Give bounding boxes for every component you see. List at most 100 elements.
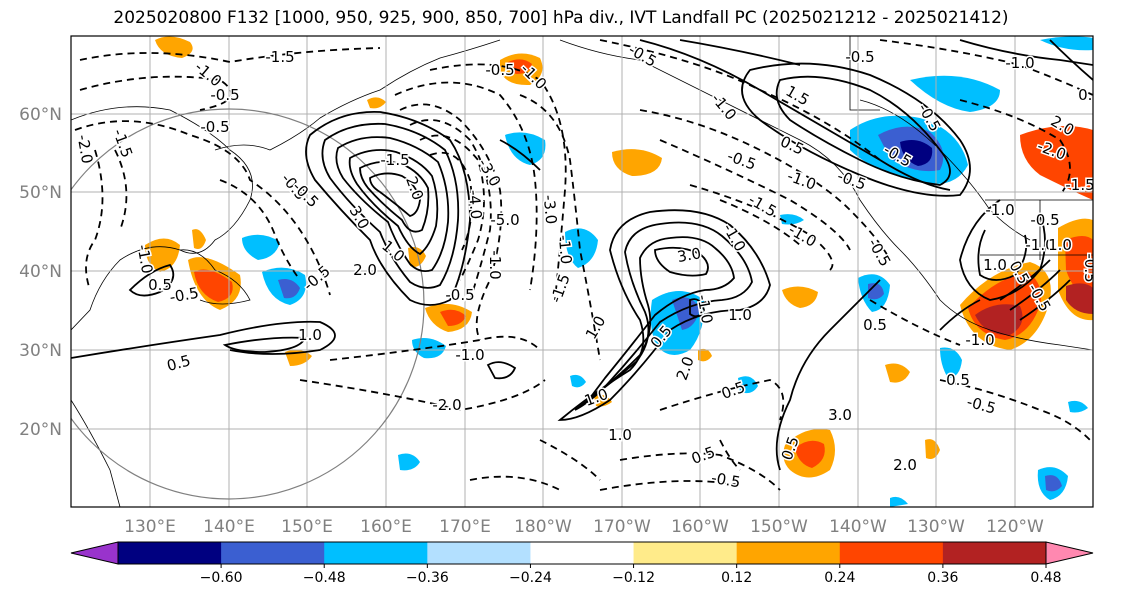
shade-blob: [398, 453, 420, 471]
contour-pos: [321, 122, 460, 289]
lon-label: 140°W: [829, 517, 887, 537]
shade-blob: [507, 59, 532, 74]
contour-label: 3.0: [828, 406, 852, 424]
contour-pos: [679, 39, 801, 66]
contour-label: -1.0: [555, 234, 575, 265]
contour-label: 1.0: [728, 306, 752, 324]
contour-pos: [589, 236, 735, 399]
contour-neg: [599, 480, 741, 491]
shade-blob: [612, 149, 662, 176]
contour-label: 2.0: [893, 456, 917, 474]
contour-pos: [939, 299, 981, 331]
contour-label: 3.0: [676, 244, 703, 266]
lon-label: 170°W: [593, 517, 651, 537]
contour-neg: [659, 379, 785, 421]
contour-label: 0.5: [148, 276, 172, 294]
lon-label: 160°E: [360, 517, 412, 537]
shade-blob: [975, 304, 1023, 336]
lat-axis-labels: 60°N 50°N 40°N 30°N 20°N: [19, 105, 62, 440]
shade-blob: [1040, 36, 1093, 51]
shade-blob: [795, 440, 825, 468]
contour-pos: [369, 172, 421, 217]
shade-blob: [194, 269, 233, 302]
shade-blob: [738, 376, 758, 394]
contour-label: 1.0: [983, 256, 1007, 274]
contour-label: 1.0: [298, 326, 322, 344]
contour-label: -0.5: [1081, 253, 1099, 282]
map-content: -1.5 -1.0 -0.5 -2.0 -1.5 -1.0 -0.5 -0.5 -1.5 -3.0…: [71, 36, 1099, 507]
contour-label: 1.0: [1048, 236, 1072, 254]
contour-label: -0.5: [1030, 211, 1059, 229]
coastline-asia: [71, 106, 253, 331]
colorbar-tick-label: −0.12: [612, 570, 655, 586]
divergence-shading: [145, 36, 1093, 507]
shade-blob: [367, 97, 386, 109]
shade-blob: [440, 309, 466, 326]
contour-label: -1.5: [1065, 176, 1094, 194]
map-frame: [70, 35, 1094, 508]
contour-label: -0.5: [200, 118, 229, 136]
contour-neg: [429, 63, 567, 301]
contour-pos: [654, 246, 709, 277]
contour-label: -3.0: [540, 194, 560, 225]
contour-label: -1.0: [486, 250, 504, 279]
colorbar-outline: [117, 541, 1047, 565]
colorbar-tick-label: −0.60: [200, 570, 243, 586]
contour-neg: [329, 335, 541, 361]
lon-label: 150°E: [281, 517, 333, 537]
shade-blob: [1045, 475, 1062, 492]
lat-label: 20°N: [19, 420, 62, 440]
contour-pos: [335, 136, 450, 273]
contour-pos: [305, 110, 471, 306]
contour-neg: [299, 379, 546, 411]
contour-pos: [222, 336, 307, 353]
lon-label: 120°W: [986, 517, 1044, 537]
contour-label: -0.5: [445, 286, 474, 304]
contour-neg: [74, 120, 331, 296]
contour-pos: [741, 62, 971, 197]
contour-pos: [486, 361, 517, 380]
coastline-kamchatka: [214, 39, 501, 151]
contour-label: -0.5: [845, 48, 874, 66]
colorbar-segment: [633, 542, 738, 564]
contour-pos: [775, 75, 951, 186]
contour-neg: [939, 379, 1091, 441]
colorbar-segment: [839, 542, 944, 564]
shade-blob: [594, 394, 612, 407]
contour-neg: [959, 99, 1071, 196]
contour-neg: [719, 439, 741, 471]
contour-pos: [775, 279, 881, 471]
contour-label: -4.0: [465, 189, 485, 220]
contour-pos: [689, 298, 705, 318]
contour-label: -1.0: [985, 201, 1014, 219]
colorbar: −0.60 −0.48 −0.36 −0.24 −0.12 0.12 0.24 0.36 0.4…: [70, 541, 1094, 586]
lon-axis-labels: 130°E 140°E 150°E 160°E 170°E 180°W 170°…: [124, 517, 1044, 537]
shade-blob: [885, 363, 910, 383]
shade-blob: [242, 234, 280, 260]
contour-neg: [79, 47, 381, 63]
colorbar-segment: [118, 542, 222, 564]
contour-pos: [71, 320, 336, 359]
lon-label: 170°E: [439, 517, 491, 537]
contour-neg: [519, 94, 601, 361]
positive-contours: [71, 39, 1093, 471]
contour-pos: [128, 263, 175, 297]
lon-label: 180°W: [514, 517, 572, 537]
contour-neg: [114, 149, 128, 231]
shade-blob: [1066, 283, 1093, 314]
shade-blob: [155, 36, 193, 58]
colorbar-tick-label: 0.24: [824, 570, 855, 586]
contour-pos: [1049, 39, 1093, 81]
contour-pos: [1019, 279, 1071, 321]
contour-neg: [409, 119, 492, 301]
contour-neg: [869, 299, 961, 346]
contour-label: -2.0: [74, 133, 97, 165]
shade-blob: [890, 496, 908, 507]
colorbar-tick-label: −0.24: [509, 570, 552, 586]
lat-label: 50°N: [19, 183, 62, 203]
contour-label: -0.5: [485, 61, 514, 79]
lon-label: 130°W: [907, 517, 965, 537]
contour-label: -1.0: [965, 331, 994, 349]
contour-neg: [394, 81, 538, 291]
contour-label: -1.0: [1005, 54, 1034, 72]
